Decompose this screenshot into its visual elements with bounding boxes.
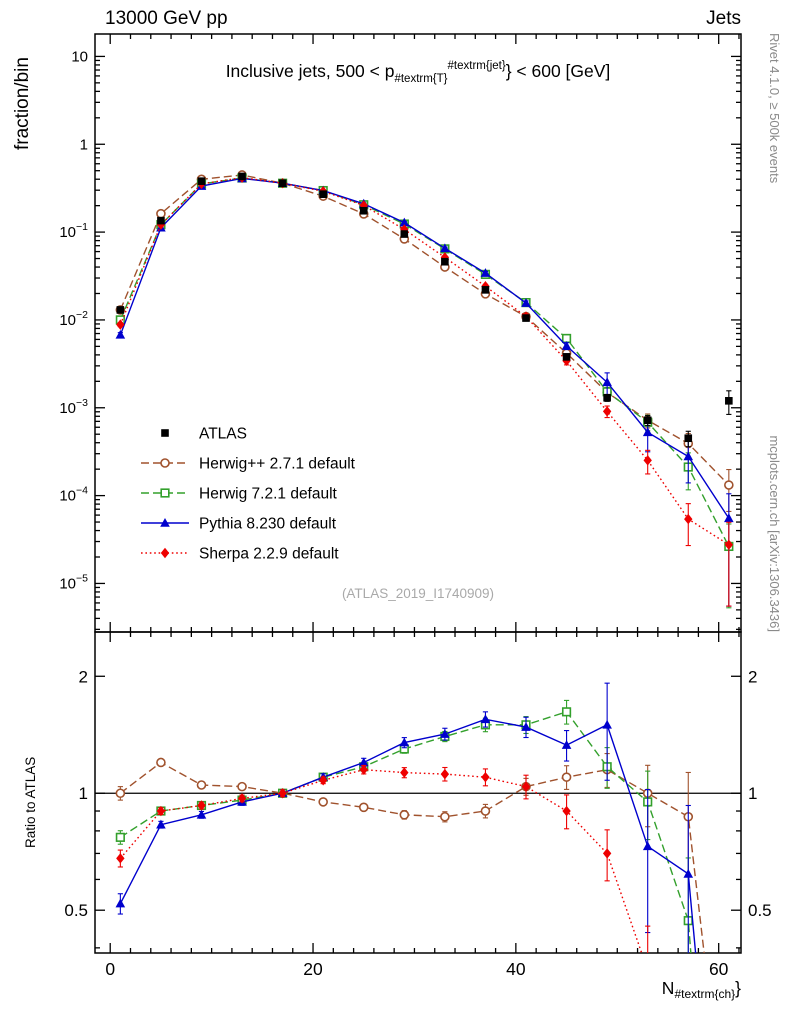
y-tick-label: 10−5 xyxy=(59,572,88,592)
header-analysis-group: Jets xyxy=(706,8,741,29)
series-herwigpp-2-7-1-default-ratio xyxy=(115,753,705,953)
y-axis-title: fraction/bin xyxy=(12,57,33,150)
ratio-tick-label-left: 0.5 xyxy=(64,901,88,920)
main-panel-series xyxy=(115,170,734,609)
legend-item-herwigpp-2-7-1-default: Herwig++ 2.7.1 default xyxy=(141,456,356,473)
x-tick-label: 40 xyxy=(506,959,526,979)
series-herwig-7-2-1-default-main xyxy=(115,173,734,609)
watermark-analysis-id: (ATLAS_2019_I1740909) xyxy=(342,586,494,601)
ratio-tick-label-left: 2 xyxy=(79,667,88,686)
x-tick-label: 20 xyxy=(303,959,323,979)
series-atlas-main xyxy=(116,172,733,448)
legend-label: ATLAS xyxy=(199,426,247,443)
y-tick-label: 1 xyxy=(80,136,88,153)
series-pythia-8-230-default-ratio xyxy=(115,682,697,953)
header-beam-energy: 13000 GeV pp xyxy=(105,8,228,29)
series-pythia-8-230-default-main xyxy=(115,173,734,607)
y-tick-label: 10−1 xyxy=(59,221,88,241)
series-herwig-7-2-1-default-ratio xyxy=(115,699,693,953)
y-tick-label: 10 xyxy=(71,48,88,65)
legend: ATLAS Herwig++ 2.7.1 default Herwig 7.2.1 … xyxy=(141,426,356,563)
ratio-tick-label-left: 1 xyxy=(79,784,88,803)
ratio-tick-label-right: 1 xyxy=(748,784,757,803)
x-tick-label: 60 xyxy=(709,959,729,979)
legend-label: Herwig 7.2.1 default xyxy=(199,486,338,503)
ratio-tick-label-right: 0.5 xyxy=(748,901,772,920)
ratio-axis-title: Ratio to ATLAS xyxy=(23,757,38,848)
x-axis-title: N#textrm{ch}} xyxy=(662,978,741,1001)
y-tick-label: 10−4 xyxy=(59,485,88,505)
side-note-mcplots-arxiv: mcplots.cern.ch [arXiv:1306.3436] xyxy=(767,435,782,632)
legend-item-sherpa-2-2-9-default: Sherpa 2.2.9 default xyxy=(141,546,339,563)
y-tick-label: 10−2 xyxy=(59,309,88,329)
x-tick-label: 0 xyxy=(105,959,115,979)
ratio-panel-series xyxy=(95,682,741,953)
ratio-tick-label-right: 2 xyxy=(748,667,757,686)
legend-label: Pythia 8.230 default xyxy=(199,516,337,533)
legend-item-herwig-7-2-1-default: Herwig 7.2.1 default xyxy=(141,486,338,503)
legend-item-atlas: ATLAS xyxy=(161,426,247,443)
plot-title: Inclusive jets, 500 < p#textrm{T}#textrm… xyxy=(226,60,611,85)
legend-label: Herwig++ 2.7.1 default xyxy=(199,456,356,473)
legend-label: Sherpa 2.2.9 default xyxy=(199,546,339,563)
legend-item-pythia-8-230-default: Pythia 8.230 default xyxy=(141,516,337,533)
y-tick-label: 10−3 xyxy=(59,397,88,417)
series-sherpa-2-2-9-default-main xyxy=(116,172,734,607)
series-sherpa-2-2-9-default-ratio xyxy=(116,764,651,953)
side-note-generator-version: Rivet 4.1.0, ≥ 500k events xyxy=(767,33,782,184)
